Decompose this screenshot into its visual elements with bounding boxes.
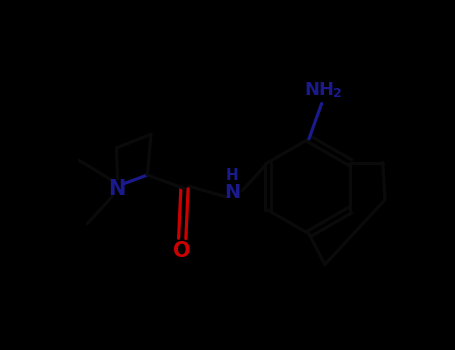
Text: 2: 2 xyxy=(333,87,342,100)
Text: NH: NH xyxy=(304,81,334,99)
Text: N: N xyxy=(224,183,240,202)
Text: N: N xyxy=(108,178,125,198)
Text: H: H xyxy=(226,168,238,183)
Text: O: O xyxy=(173,240,191,261)
